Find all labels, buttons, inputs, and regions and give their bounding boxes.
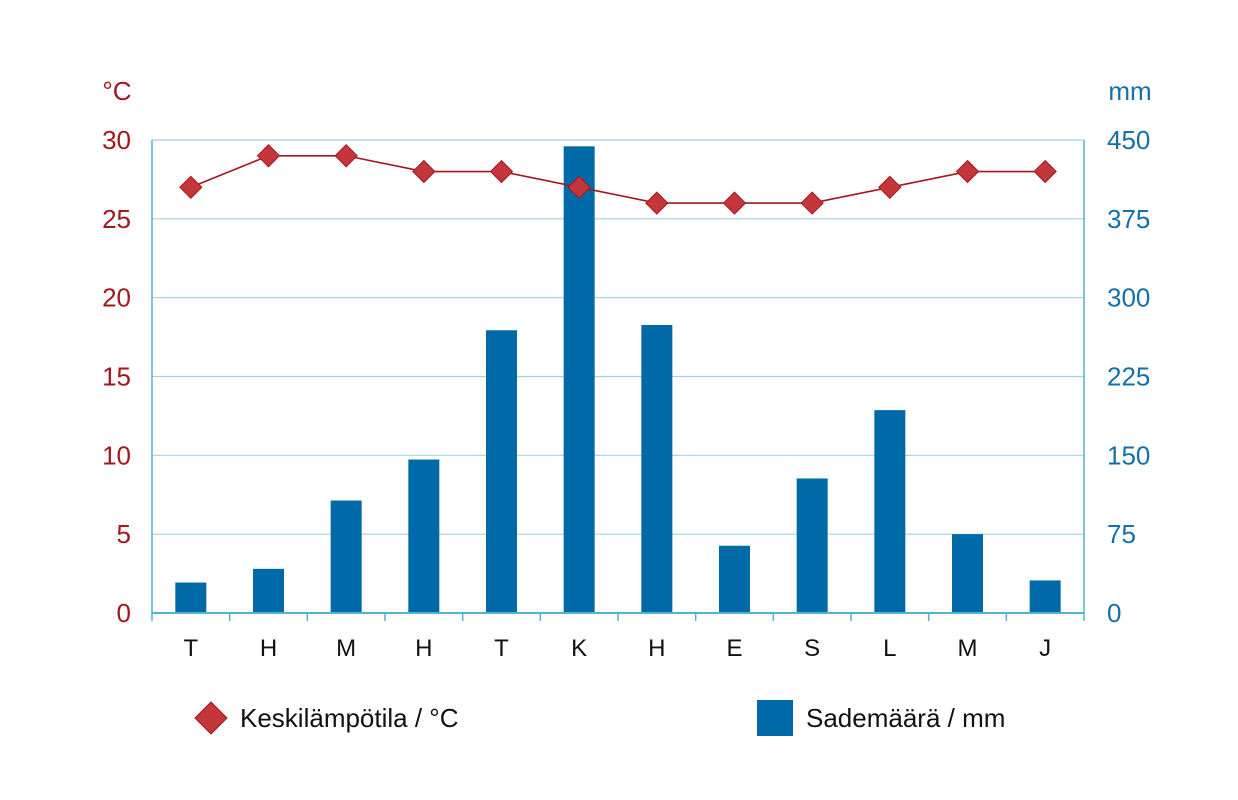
left-tick-label: 25 [102,204,131,234]
x-tick-label: H [260,635,277,662]
temperature-marker [800,191,824,215]
temperature-marker [412,159,436,184]
precipitation-bar [175,582,207,613]
legend-label-precipitation: Sademäärä / mm [806,703,1005,733]
x-tick-label: K [571,635,587,662]
right-tick-label: 150 [1107,440,1150,470]
x-tick-label: L [883,635,896,662]
right-tick-label: 75 [1107,519,1136,549]
precipitation-bar [330,500,362,613]
x-tick-label: H [415,635,432,662]
precipitation-bar [641,324,673,613]
right-tick-label: 225 [1107,362,1150,392]
x-tick-label: E [726,635,742,662]
left-tick-label: 10 [102,440,131,470]
precipitation-bar [796,478,828,613]
legend-label-temperature: Keskilämpötila / °C [240,703,458,733]
temperature-marker [179,175,203,200]
temperature-marker [955,159,980,184]
right-tick-label: 375 [1107,204,1150,234]
precipitation-bar [1029,580,1061,613]
x-tick-label: S [804,635,820,662]
left-tick-label: 5 [117,519,131,549]
x-tick-label: H [648,635,665,662]
temperature-marker [645,191,669,215]
legend: Keskilämpötila / °C Sademäärä / mm [194,700,1005,736]
left-tick-label: 30 [102,125,131,155]
right-axis-unit: mm [1108,76,1151,106]
temperature-marker [489,159,514,184]
legend-item-precipitation: Sademäärä / mm [757,700,1005,736]
legend-square-icon [757,700,793,736]
right-tick-label: 300 [1107,283,1150,313]
x-tick-label: M [958,635,978,662]
temperature-polyline [190,154,1046,204]
precipitation-bar [719,545,750,613]
left-tick-label: 20 [102,283,131,313]
grid-lines [152,139,1084,535]
x-tick-label: M [336,635,356,662]
left-axis-unit: °C [102,76,131,106]
right-tick-label: 450 [1107,125,1150,155]
precipitation-bar [486,330,517,613]
precipitation-bar [408,459,440,613]
temperature-marker [334,144,358,168]
left-tick-label: 15 [102,362,131,392]
temperature-marker [722,191,747,215]
legend-diamond-icon [194,701,228,735]
temperature-marker [1033,159,1057,184]
axes [151,140,1085,621]
precipitation-bar [874,410,906,613]
x-tick-label: J [1039,635,1051,662]
temperature-marker [256,144,281,168]
right-tick-label: 0 [1107,598,1121,628]
precipitation-bars [175,146,1061,613]
x-tick-label: T [494,635,509,662]
temperature-line [179,144,1057,215]
x-tick-label: T [183,635,198,662]
legend-item-temperature: Keskilämpötila / °C [194,701,458,735]
temperature-marker [878,175,902,200]
precipitation-bar [952,534,983,613]
precipitation-bar [563,146,595,613]
precipitation-bar [253,568,284,613]
left-tick-label: 0 [117,598,131,628]
temperature-marker [567,175,591,200]
